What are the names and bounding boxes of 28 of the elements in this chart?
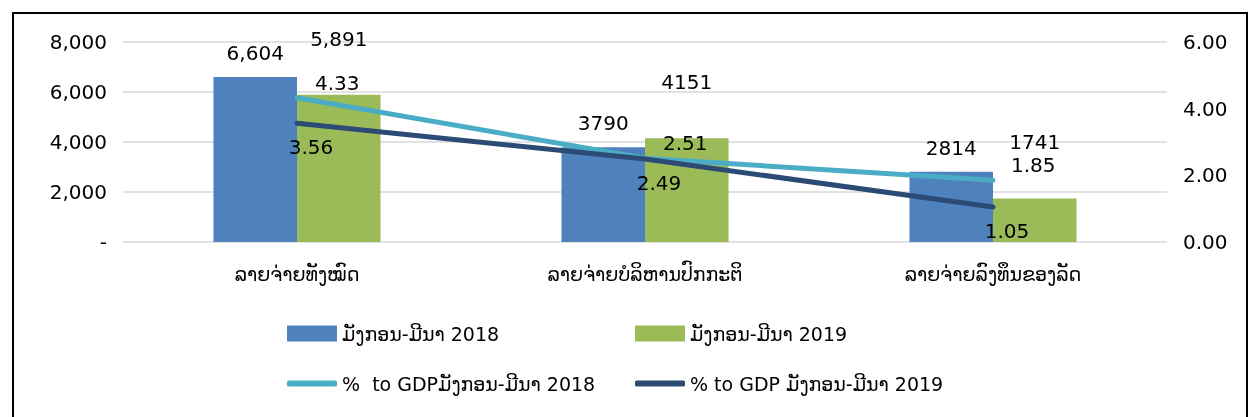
y2-tick-label: 0.00 [1183, 230, 1228, 254]
data-label: 3790 [577, 111, 629, 136]
data-label: 4.33 [315, 70, 360, 95]
data-label: 4151 [661, 70, 713, 95]
x-tick-label: ລາຍຈ່າຍທັງໝົດ [234, 262, 360, 286]
legend-label: % to GDPມັງກອນ-ມີນາ 2018 [342, 371, 596, 396]
data-label: 1.85 [1011, 153, 1056, 178]
data-label: 2814 [925, 135, 977, 160]
data-label: 3.56 [288, 135, 334, 160]
data-label: 2.49 [636, 171, 682, 195]
data-label: 1.05 [984, 219, 1030, 243]
legend-label: % to GDP ມັງກອນ-ມີນາ 2019 [690, 371, 944, 396]
y-tick-label: 6,000 [49, 80, 107, 104]
y-tick-label: - [99, 230, 107, 254]
data-label: 5,891 [310, 26, 368, 51]
y2-tick-label: 4.00 [1183, 96, 1228, 121]
legend-label: ມັງກອນ-ມີນາ 2019 [690, 321, 848, 346]
y2-tick-label: 6.00 [1183, 30, 1228, 54]
y-tick-label: 2,000 [49, 180, 107, 204]
data-label: 2.51 [663, 131, 708, 156]
x-tick-label: ລາຍຈ່າຍບໍລິຫານປົກກະຕິ [547, 260, 743, 285]
legend-label: ມັງກອນ-ມີນາ 2018 [342, 321, 500, 346]
data-label: 6,604 [226, 40, 284, 65]
y2-tick-label: 2.00 [1183, 163, 1228, 188]
data-label: 1741 [1009, 130, 1061, 155]
y-tick-label: 8,000 [49, 30, 107, 54]
y-tick-label: 4,000 [49, 130, 107, 154]
x-tick-label: ລາຍຈ່າຍລົງທຶນຂອງລັດ [904, 261, 1082, 286]
